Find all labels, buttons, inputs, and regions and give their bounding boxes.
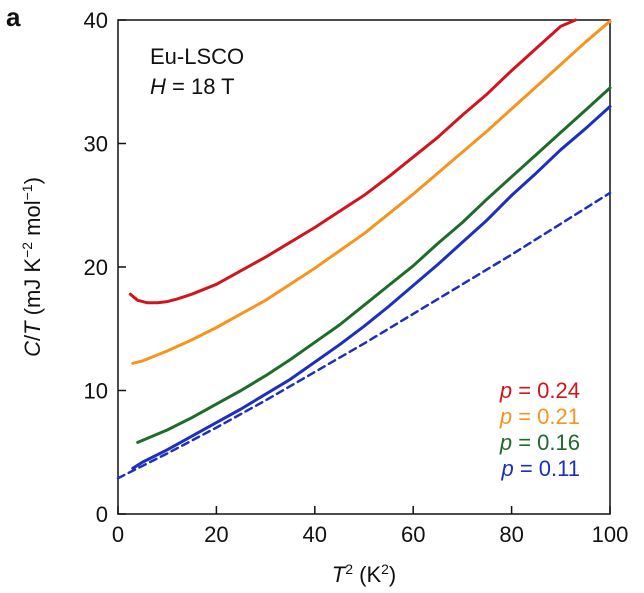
- annotation-material: Eu-LSCO: [150, 44, 244, 69]
- y-tick-label: 30: [84, 132, 108, 157]
- y-ticks: 0 10 20 30 40: [84, 8, 126, 527]
- series-line-3: [131, 105, 612, 470]
- legend-entry: p = 0.21: [499, 404, 580, 429]
- annotation-field: H = 18 T: [150, 74, 235, 99]
- x-tick-label: 100: [592, 522, 629, 547]
- panel-label: a: [6, 2, 21, 32]
- legend-entry: p = 0.24: [499, 378, 580, 403]
- data-curves: [116, 18, 612, 480]
- y-tick-label: 20: [84, 255, 108, 280]
- x-tick-label: 80: [499, 522, 523, 547]
- series-line-0: [128, 18, 578, 305]
- series-line-1: [131, 19, 612, 365]
- x-tick-label: 20: [204, 522, 228, 547]
- legend-entry: p = 0.11: [500, 456, 580, 481]
- x-tick-label: 0: [112, 522, 124, 547]
- y-tick-label: 0: [96, 502, 108, 527]
- y-tick-label: 10: [84, 379, 108, 404]
- y-axis-label: C/T (mJ K−2 mol−1): [19, 177, 45, 357]
- y-tick-label: 40: [84, 8, 108, 33]
- x-axis-label: T2 (K2): [332, 561, 397, 587]
- fit-line-dashed: [116, 191, 612, 480]
- legend-entry: p = 0.16: [499, 430, 580, 455]
- x-ticks: 0 20 40 60 80 100: [112, 506, 628, 547]
- series-line-2: [136, 86, 612, 444]
- x-tick-label: 60: [401, 522, 425, 547]
- legend: p = 0.24p = 0.21p = 0.16p = 0.11: [499, 378, 580, 481]
- x-tick-label: 40: [303, 522, 327, 547]
